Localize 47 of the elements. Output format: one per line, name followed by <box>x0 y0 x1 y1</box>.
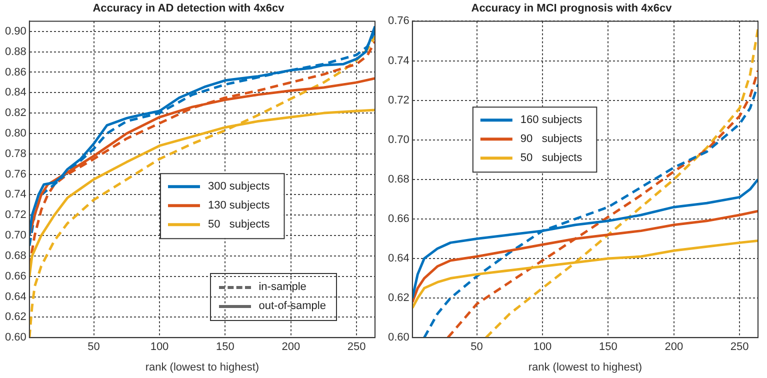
x-tick-label: 50 <box>88 341 100 354</box>
x-tick-label: 100 <box>533 341 552 354</box>
y-tick-label: 0.62 <box>388 292 410 304</box>
chart-title: Accuracy in AD detection with 4x6cv <box>92 2 286 15</box>
x-tick-label: 200 <box>282 341 300 354</box>
legend-label: 130 subjects <box>208 200 270 212</box>
y-tick-label: 0.66 <box>388 212 410 225</box>
x-tick-label: 250 <box>730 341 749 354</box>
y-tick-label: 0.66 <box>4 270 26 282</box>
annotation: in-sample <box>258 281 306 294</box>
y-tick-label: 0.60 <box>4 332 26 344</box>
x-tick-label: 150 <box>216 341 234 354</box>
y-tick-label: 0.62 <box>4 311 26 324</box>
y-tick-label: 0.76 <box>4 168 26 180</box>
y-tick-label: 0.64 <box>4 290 26 303</box>
legend-label: 160 subjects <box>520 114 583 126</box>
x-axis-title: rank (lowest to highest) <box>145 361 260 374</box>
y-tick-label: 0.64 <box>388 252 410 265</box>
y-tick-label: 0.68 <box>4 250 26 262</box>
y-tick-label: 0.72 <box>4 209 26 222</box>
chart-title: Accuracy in MCI prognosis with 4x6cv <box>471 2 673 15</box>
y-tick-label: 0.70 <box>4 230 26 242</box>
y-tick-label: 0.70 <box>388 134 410 146</box>
annotation: out-of-sample <box>258 300 326 312</box>
y-tick-label: 0.76 <box>388 15 410 28</box>
y-tick-label: 0.80 <box>4 128 26 140</box>
y-tick-label: 0.60 <box>388 332 410 344</box>
legend-label: 50 subjects <box>208 218 270 231</box>
y-tick-label: 0.78 <box>4 148 26 160</box>
y-tick-label: 0.74 <box>388 54 410 67</box>
x-tick-label: 250 <box>347 341 366 354</box>
y-tick-label: 0.74 <box>4 188 26 201</box>
legend-label: 90 subjects <box>520 133 583 146</box>
y-tick-label: 0.68 <box>388 173 410 186</box>
y-tick-label: 0.86 <box>4 66 26 78</box>
y-tick-label: 0.72 <box>388 94 410 106</box>
y-tick-label: 0.84 <box>4 86 26 99</box>
y-tick-label: 0.82 <box>4 107 26 120</box>
x-tick-label: 200 <box>664 341 684 354</box>
x-tick-label: 100 <box>150 341 169 354</box>
y-tick-label: 0.88 <box>4 46 26 58</box>
legend-label: 300 subjects <box>208 180 270 193</box>
x-tick-label: 150 <box>599 341 618 354</box>
legend-label: 50 subjects <box>520 152 583 164</box>
x-tick-label: 50 <box>470 341 483 354</box>
y-tick-label: 0.90 <box>4 25 26 38</box>
x-axis-title: rank (lowest to highest) <box>528 361 642 374</box>
